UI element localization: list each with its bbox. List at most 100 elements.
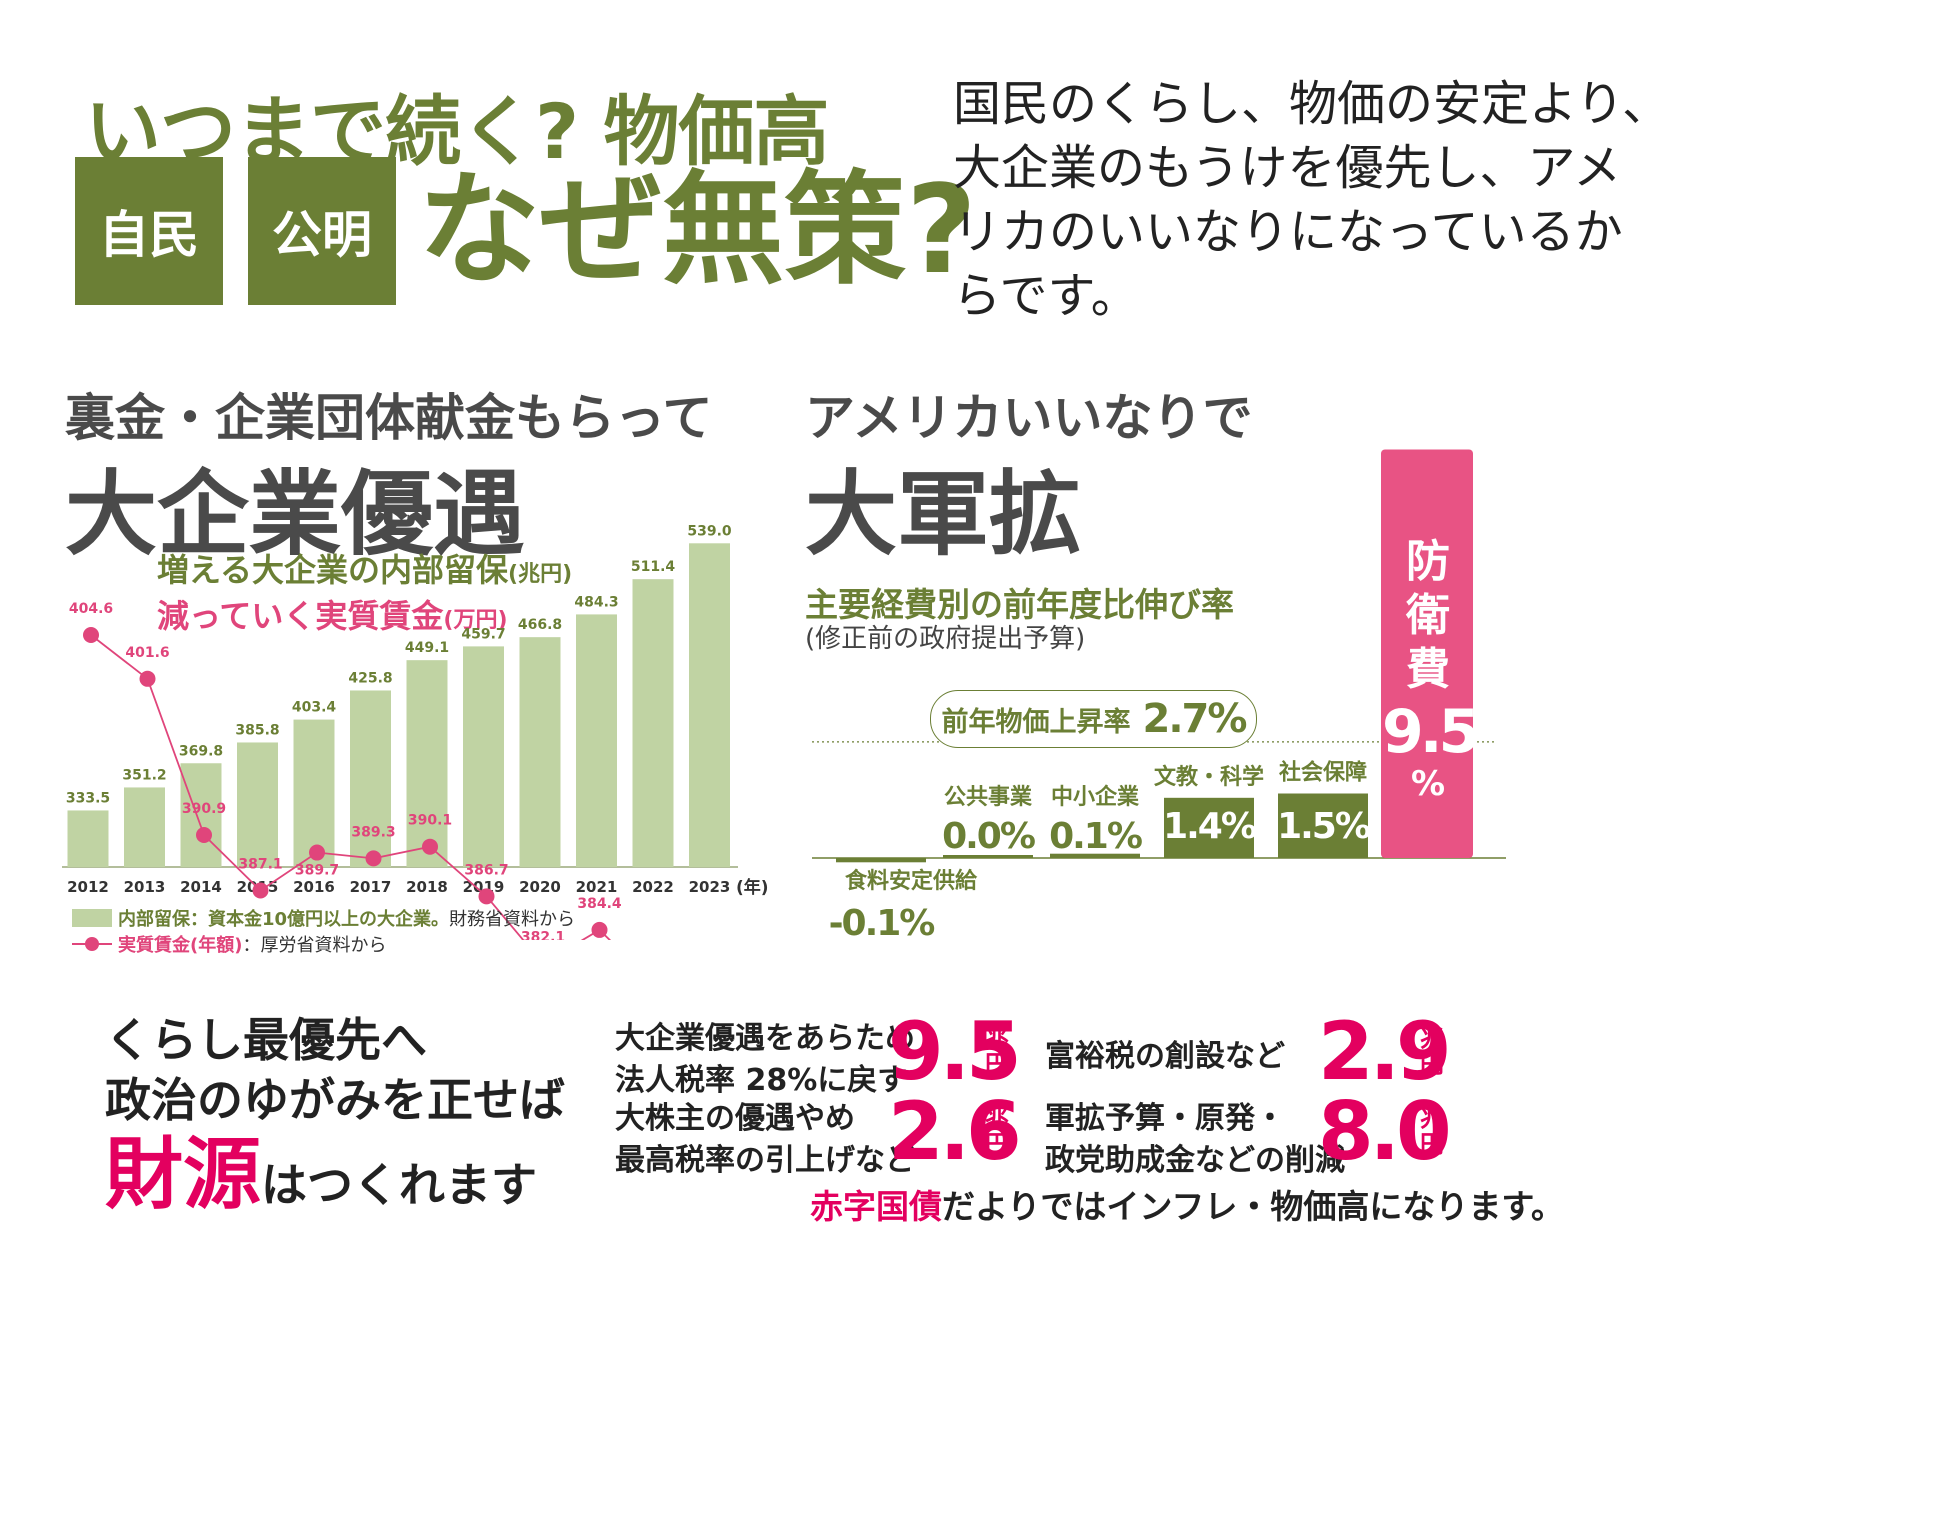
wage-point-2013 <box>139 670 156 687</box>
slogan-line-1: くらし最優先へ <box>105 1013 427 1067</box>
fund-item-1-line2: 法人税率 28%に戻す <box>615 1063 908 1098</box>
bar-label-2012: 333.5 <box>66 790 110 806</box>
fund-item-3-unit-top: 兆 <box>1420 1024 1444 1052</box>
budget-cat-4: 社会保障 <box>1279 760 1367 786</box>
wage-label-2019: 386.7 <box>464 862 508 878</box>
bar-2018 <box>406 660 448 867</box>
chart1-title-retained: 増える大企業の内部留保 <box>157 551 509 589</box>
bar-label-2013: 351.2 <box>122 767 166 783</box>
chart2-subtitle: (修正前の政府提出予算) <box>805 624 1086 654</box>
bar-2023 <box>689 543 730 867</box>
fund-item-2-value: 2.6 <box>888 1085 1022 1178</box>
party-label-ldp: 自民 <box>99 206 199 264</box>
reference-pill: 前年物価上昇率 2.7% <box>930 690 1257 748</box>
fund-item-3-unit: 兆 円 <box>1418 1025 1446 1077</box>
fund-item-3-line1: 富裕税の創設など <box>1045 1039 1285 1074</box>
bar-label-2023: 539.0 <box>687 523 732 539</box>
budget-cat-1: 公共事業 <box>944 784 1033 810</box>
defense-char-2: 衛 <box>1406 590 1450 641</box>
bar-label-2020: 466.8 <box>518 617 562 633</box>
x-tick-2014: 2014 <box>180 878 222 896</box>
fund-item-2-unit-top: 兆 <box>985 1104 1009 1132</box>
right-title: 大軍拡 <box>805 461 1082 568</box>
lead-line-3: リカのいいなりになっているか <box>953 204 1623 260</box>
legend-line-bold: 実質賃金(年額) <box>118 935 243 956</box>
fund-item-2-unit: 兆 円 <box>983 1105 1011 1157</box>
bar-label-2015: 385.8 <box>235 722 279 738</box>
budget-cat-0: 食料安定供給 <box>845 868 978 894</box>
bar-2021 <box>576 614 617 867</box>
fund-item-1-line1: 大企業優遇をあらため <box>615 1021 915 1056</box>
wage-point-2014 <box>196 827 212 844</box>
right-subtitle: アメリカいいなりで <box>805 389 1253 447</box>
budget-bar-4 <box>1278 793 1368 858</box>
lead-line-2: 大企業のもうけを優先し、アメ <box>953 140 1622 196</box>
fund-item-4-unit-top: 兆 <box>1420 1104 1444 1132</box>
budget-bar-5 <box>1381 449 1473 858</box>
wage-point-2016 <box>309 844 325 861</box>
wage-label-2018: 390.1 <box>408 813 452 829</box>
defense-label: 防 衛 費 9.5 % <box>1382 535 1480 801</box>
wage-point-2012 <box>83 627 99 643</box>
wage-label-2017: 389.3 <box>351 824 395 840</box>
chart1-title-block: 増える大企業の内部留保(兆円) 減っていく実質賃金(万円) <box>157 550 572 642</box>
x-tick-2012: 2012 <box>67 878 109 896</box>
legend-line-rest: ：厚労省資料から <box>242 935 387 956</box>
chart2-svg: 食料安定供給 -0.1% 公共事業 0.0% 中小企業 0.1% 文教・科学 1.4% 社会保障… <box>812 449 1506 944</box>
chart1-legend-bar: 内部留保：資本金10億円以上の大企業。 財務省資料から <box>72 905 575 931</box>
chart1-title-wage: 減っていく実質賃金 <box>157 597 444 635</box>
legend-bar-rest: 財務省資料から <box>449 909 576 930</box>
wage-label-2021: 384.4 <box>577 896 622 912</box>
party-box-ldp: 自民 <box>75 157 223 305</box>
wage-label-2020: 382.1 <box>521 930 565 941</box>
bar-2012 <box>67 810 109 867</box>
wage-point-2019 <box>478 888 495 905</box>
chart1-legend-line: 実質賃金(年額) ：厚労省資料から <box>72 931 386 957</box>
chart2-title: 主要経費別の前年度比伸び率 <box>805 585 1234 624</box>
budget-val-2: 0.1% <box>1049 816 1142 857</box>
fund-item-2-label: 大株主の優遇やめ 最高税率の引上げなど <box>615 1098 915 1182</box>
fund-item-1-label: 大企業優遇をあらため 法人税率 28%に戻す <box>615 1018 915 1102</box>
slogan-big: 財源 <box>105 1130 262 1220</box>
budget-val-0: -0.1% <box>829 903 935 944</box>
wage-label-2014: 390.9 <box>182 801 226 817</box>
bar-2017 <box>350 690 391 867</box>
fund-item-4-line2: 政党助成金などの削減 <box>1045 1143 1345 1178</box>
chart1-svg: 333.52012351.22013369.82014385.82015403.… <box>62 523 738 941</box>
wage-point-2021 <box>591 921 608 938</box>
bar-2019 <box>463 646 504 867</box>
fund-item-1-unit-bottom: 円 <box>985 1050 1009 1078</box>
x-tick-2018: 2018 <box>406 878 448 896</box>
wage-point-2018 <box>422 838 438 855</box>
fund-item-1-value: 9.5 <box>888 1005 1022 1098</box>
lead-text: 国民のくらし、物価の安定より、 大企業のもうけを優先し、アメ リカのいいなりにな… <box>953 72 1670 328</box>
note-pink: 赤字国債 <box>810 1187 942 1226</box>
fund-item-3-label: 富裕税の創設など <box>1045 1036 1285 1078</box>
bar-2020 <box>519 637 561 867</box>
defense-char-1: 防 <box>1406 536 1450 587</box>
party-box-komeito: 公明 <box>248 157 396 305</box>
note-rest: だよりではインフレ・物価高になります。 <box>942 1187 1565 1226</box>
legend-bar-swatch <box>72 909 112 927</box>
bar-2014 <box>180 763 222 867</box>
bar-label-2018: 449.1 <box>405 640 449 656</box>
fund-item-4-value: 8.0 <box>1318 1085 1452 1178</box>
bar-label-2022: 511.4 <box>631 559 676 575</box>
bar-2013 <box>124 787 165 867</box>
fund-item-2-line1: 大株主の優遇やめ <box>615 1101 855 1136</box>
lead-line-4: らです。 <box>953 268 1139 324</box>
wage-label-2012: 404.6 <box>69 601 113 617</box>
legend-bar-bold: 内部留保：資本金10億円以上の大企業。 <box>118 909 450 930</box>
budget-bar-2 <box>1050 853 1140 858</box>
budget-bar-0 <box>836 858 926 863</box>
wage-point-2015 <box>252 882 269 899</box>
wage-label-2016: 389.7 <box>295 863 339 879</box>
bar-label-2021: 484.3 <box>574 594 618 610</box>
bottom-slogan: くらし最優先へ 政治のゆがみを正せば 財源はつくれます <box>105 1010 565 1241</box>
fund-item-4-unit: 兆 円 <box>1418 1105 1446 1157</box>
slogan-line-3: はつくれます <box>261 1158 538 1212</box>
budget-val-4: 1.5% <box>1277 806 1370 847</box>
budget-bar-1 <box>943 855 1033 858</box>
bar-2022 <box>632 579 674 867</box>
x-tick-2019: 2019 <box>463 878 505 896</box>
